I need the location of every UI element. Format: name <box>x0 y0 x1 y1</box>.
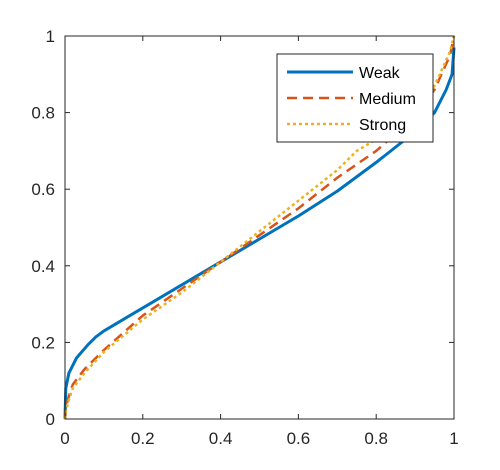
y-tick-label: 0.8 <box>31 104 55 123</box>
y-tick-label: 0 <box>46 410 55 429</box>
x-tick-label: 0.8 <box>364 429 388 448</box>
legend-label-strong: Strong <box>359 117 406 134</box>
x-tick-label: 0.2 <box>131 429 155 448</box>
x-axis: 0 0.2 0.4 0.6 0.8 1 <box>60 36 459 448</box>
x-tick-label: 0.6 <box>287 429 311 448</box>
x-tick-label: 1 <box>449 429 458 448</box>
x-tick-label: 0.4 <box>209 429 233 448</box>
plot-frame <box>64 35 455 420</box>
legend: Weak Medium Strong <box>276 53 434 143</box>
y-tick-label: 1 <box>46 27 55 46</box>
y-tick-label: 0.4 <box>31 257 55 276</box>
y-tick-label: 0.2 <box>31 333 55 352</box>
y-tick-label: 0.6 <box>31 180 55 199</box>
x-tick-label: 0 <box>60 429 69 448</box>
legend-label-weak: Weak <box>359 65 401 82</box>
legend-label-medium: Medium <box>359 91 416 108</box>
